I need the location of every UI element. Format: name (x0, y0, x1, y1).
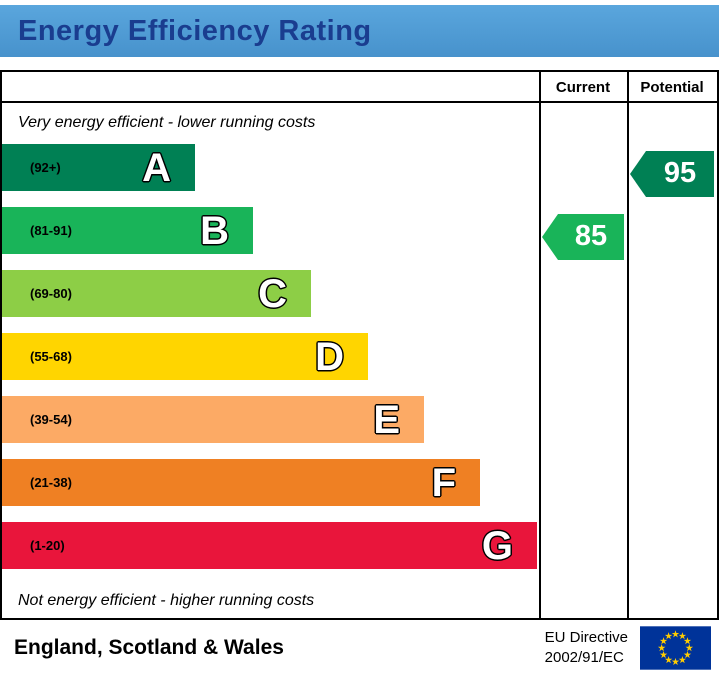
footer: England, Scotland & Wales EU Directive 2… (0, 620, 719, 675)
band-row-d: (55-68) D (2, 331, 539, 394)
band-bar-c: (69-80) C (2, 270, 311, 317)
band-letter: G (481, 523, 513, 568)
current-value: 85 (558, 213, 624, 260)
band-range-label: (1-20) (30, 538, 65, 553)
eu-flag-icon (640, 625, 711, 670)
band-row-e: (39-54) E (2, 394, 539, 457)
potential-pointer-tip (630, 150, 646, 197)
band-letter: E (373, 397, 400, 442)
title-bar: Energy Efficiency Rating (0, 5, 719, 57)
band-letter: A (142, 145, 171, 190)
top-note: Very energy efficient - lower running co… (18, 113, 316, 131)
potential-pointer: 95 (630, 150, 714, 197)
band-bar-b: (81-91) B (2, 207, 253, 254)
eu-directive-line1: EU Directive (544, 629, 628, 646)
band-bar-f: (21-38) F (2, 459, 480, 506)
band-row-f: (21-38) F (2, 457, 539, 520)
band-bar-g: (1-20) G (2, 522, 537, 569)
potential-column-header: Potential (640, 79, 704, 96)
band-bar-a: (92+) A (2, 144, 195, 191)
band-letter: C (258, 271, 287, 316)
band-range-label: (69-80) (30, 286, 72, 301)
band-letter: F (431, 460, 456, 505)
current-pointer: 85 (542, 213, 624, 260)
band-row-b: (81-91) B (2, 205, 539, 268)
current-column-divider (539, 72, 627, 618)
band-bar-e: (39-54) E (2, 396, 424, 443)
current-column-header: Current (555, 79, 611, 96)
band-row-a: (92+) A (2, 142, 539, 205)
band-row-c: (69-80) C (2, 268, 539, 331)
band-range-label: (92+) (30, 160, 61, 175)
region-label: England, Scotland & Wales (14, 635, 284, 659)
bottom-note: Not energy efficient - higher running co… (18, 591, 315, 609)
page-title: Energy Efficiency Rating (18, 14, 372, 47)
current-pointer-tip (542, 213, 558, 260)
band-range-label: (39-54) (30, 412, 72, 427)
band-bar-d: (55-68) D (2, 333, 368, 380)
eu-directive-line2: 2002/91/EC (544, 648, 624, 666)
band-row-g: (1-20) G (2, 520, 539, 583)
band-range-label: (21-38) (30, 475, 72, 490)
band-range-label: (55-68) (30, 349, 72, 364)
band-range-label: (81-91) (30, 223, 72, 238)
band-letter: B (200, 208, 229, 253)
eu-directive-label: EU Directive 2002/91/EC (545, 628, 628, 667)
energy-rating-chart: Current Potential Very energy efficient … (0, 70, 719, 620)
band-letter: D (315, 334, 344, 379)
potential-value: 95 (646, 150, 714, 197)
